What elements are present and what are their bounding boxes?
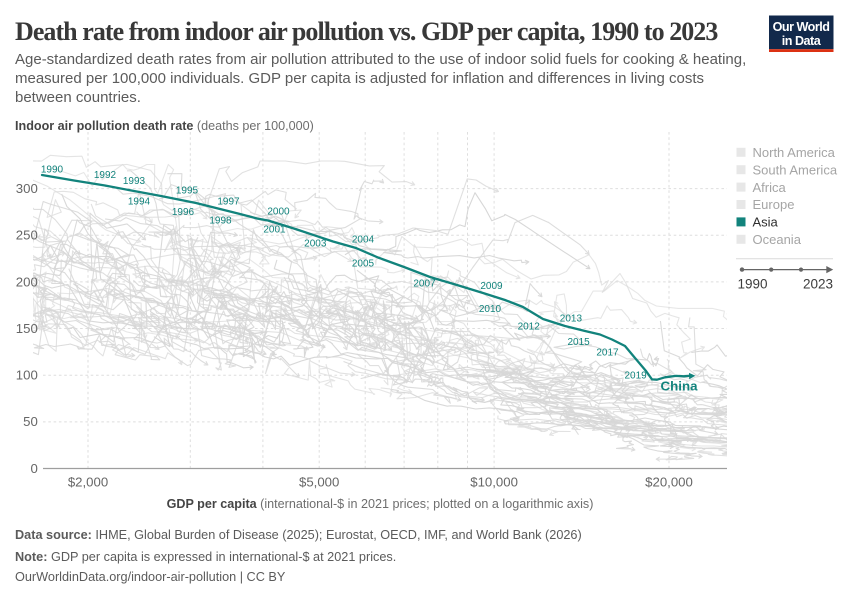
svg-text:China: China	[661, 379, 699, 394]
svg-text:2005: 2005	[352, 259, 375, 270]
svg-text:Africa: Africa	[753, 180, 787, 195]
svg-text:300: 300	[16, 181, 38, 196]
svg-text:Death rate from indoor air pol: Death rate from indoor air pollution vs.…	[15, 17, 718, 46]
svg-text:Data source: IHME, Global Burd: Data source: IHME, Global Burden of Dise…	[15, 528, 582, 542]
svg-text:North America: North America	[753, 145, 836, 160]
svg-text:between countries.: between countries.	[15, 89, 141, 106]
svg-text:Age-standardized death rates f: Age-standardized death rates from air po…	[15, 51, 746, 68]
svg-text:2003: 2003	[304, 239, 327, 250]
svg-text:South America: South America	[753, 162, 838, 177]
svg-text:1990: 1990	[41, 165, 64, 176]
svg-text:2012: 2012	[518, 322, 541, 333]
svg-text:2019: 2019	[624, 371, 647, 382]
svg-text:1996: 1996	[172, 207, 195, 218]
svg-text:$5,000: $5,000	[299, 474, 339, 489]
svg-text:measured per 100,000 individua: measured per 100,000 individuals. GDP pe…	[15, 70, 704, 87]
svg-text:2013: 2013	[560, 314, 583, 325]
svg-text:2004: 2004	[352, 235, 375, 246]
svg-text:Our World: Our World	[773, 20, 830, 34]
svg-text:250: 250	[16, 228, 38, 243]
svg-text:50: 50	[23, 414, 38, 429]
svg-text:Oceania: Oceania	[753, 232, 802, 247]
svg-text:2007: 2007	[413, 279, 436, 290]
svg-text:$10,000: $10,000	[470, 474, 518, 489]
svg-text:2010: 2010	[479, 304, 502, 315]
svg-text:1995: 1995	[176, 186, 199, 197]
svg-text:2009: 2009	[480, 281, 503, 292]
svg-text:1997: 1997	[217, 197, 240, 208]
svg-text:2001: 2001	[263, 225, 286, 236]
svg-text:0: 0	[30, 461, 37, 476]
svg-text:200: 200	[16, 274, 38, 289]
svg-text:100: 100	[16, 368, 38, 383]
svg-text:Europe: Europe	[753, 197, 795, 212]
svg-text:GDP per capita (international-: GDP per capita (international-$ in 2021 …	[167, 497, 594, 511]
svg-text:2017: 2017	[596, 348, 619, 359]
svg-text:1992: 1992	[94, 170, 117, 181]
svg-text:Indoor air pollution death rat: Indoor air pollution death rate (deaths …	[15, 119, 314, 133]
svg-text:in Data: in Data	[782, 34, 822, 48]
svg-text:OurWorldinData.org/indoor-air-: OurWorldinData.org/indoor-air-pollution …	[15, 570, 286, 584]
svg-text:$20,000: $20,000	[645, 474, 693, 489]
svg-text:150: 150	[16, 321, 38, 336]
svg-text:1998: 1998	[209, 216, 232, 227]
svg-text:1993: 1993	[123, 176, 146, 187]
svg-text:$2,000: $2,000	[68, 474, 108, 489]
svg-text:2015: 2015	[567, 337, 590, 348]
svg-text:Asia: Asia	[753, 215, 779, 230]
svg-text:2000: 2000	[267, 207, 290, 218]
svg-text:1990: 1990	[738, 277, 768, 292]
svg-text:Note: GDP per capita is expres: Note: GDP per capita is expressed in int…	[15, 550, 396, 564]
svg-text:2023: 2023	[803, 277, 833, 292]
svg-text:1994: 1994	[128, 197, 151, 208]
